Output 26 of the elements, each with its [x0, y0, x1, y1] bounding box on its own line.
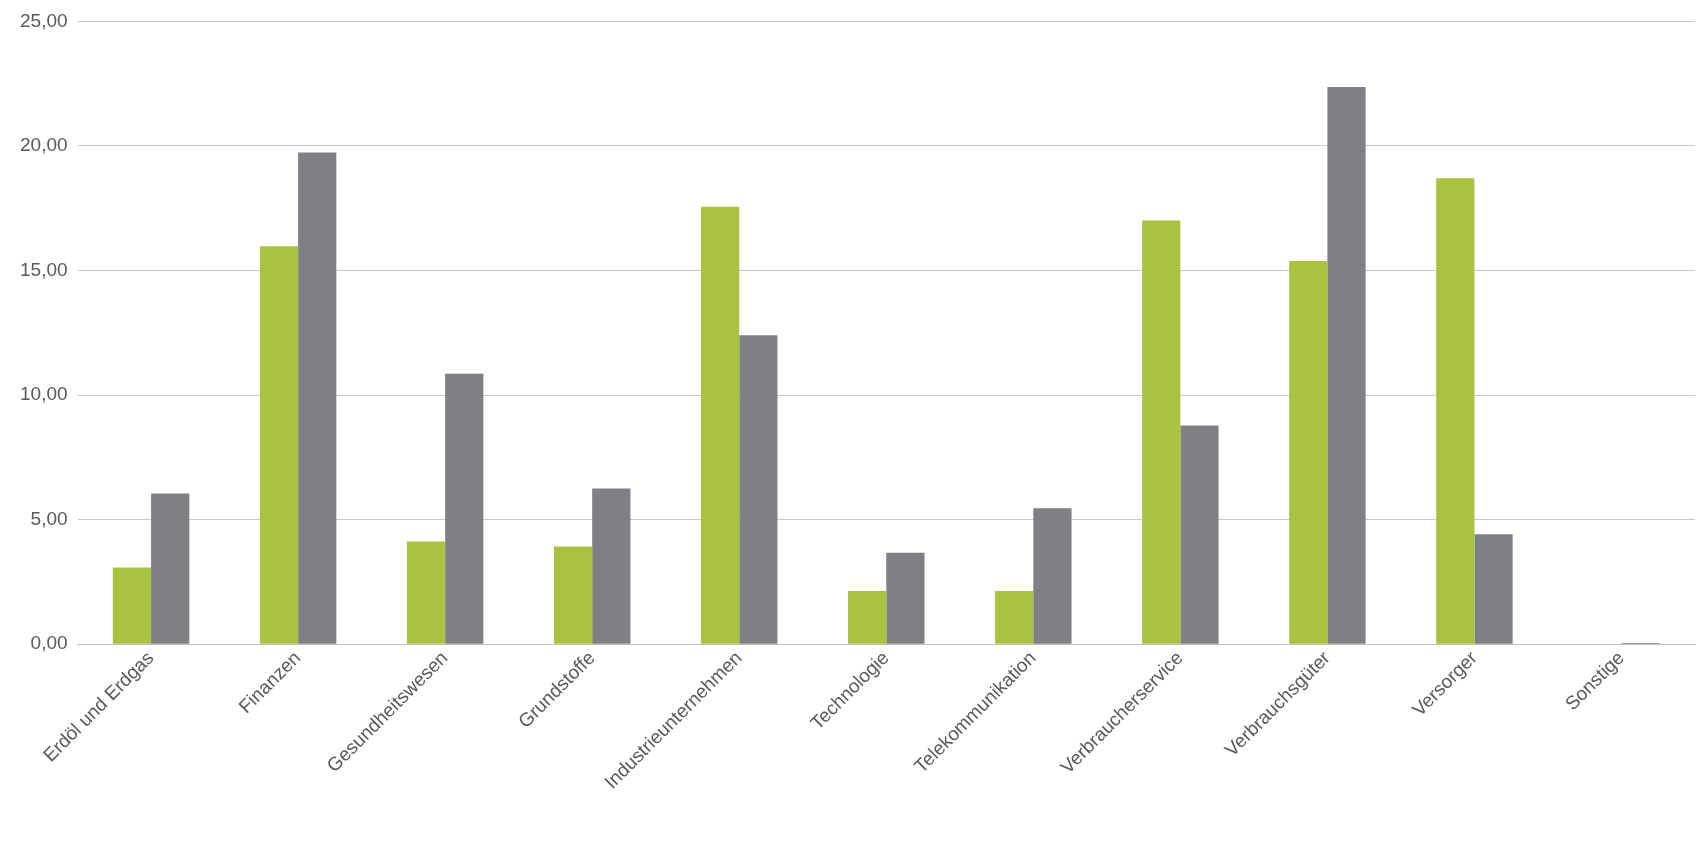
bar — [701, 206, 740, 644]
y-tick-label: 5,00 — [30, 507, 68, 529]
bar — [406, 541, 446, 644]
bar — [112, 567, 152, 644]
bar — [995, 591, 1034, 644]
y-tick-label: 10,00 — [20, 383, 68, 405]
bar — [592, 488, 631, 644]
y-tick-label: 15,00 — [20, 258, 68, 280]
bar — [259, 246, 299, 644]
y-tick-label: 0,00 — [30, 632, 68, 654]
bar — [298, 152, 337, 644]
bar — [848, 591, 887, 644]
bar — [886, 552, 925, 644]
bar — [1142, 220, 1181, 644]
y-tick-label: 20,00 — [20, 134, 68, 156]
bar — [1033, 508, 1072, 644]
bar — [1289, 261, 1328, 644]
bar — [151, 493, 190, 644]
y-tick-label: 25,00 — [20, 9, 68, 31]
bar — [445, 373, 484, 644]
bar — [1180, 425, 1219, 644]
bar — [1436, 178, 1475, 644]
bar — [1474, 534, 1513, 644]
bar — [553, 546, 593, 644]
bar — [739, 335, 778, 644]
bar — [1327, 86, 1366, 644]
